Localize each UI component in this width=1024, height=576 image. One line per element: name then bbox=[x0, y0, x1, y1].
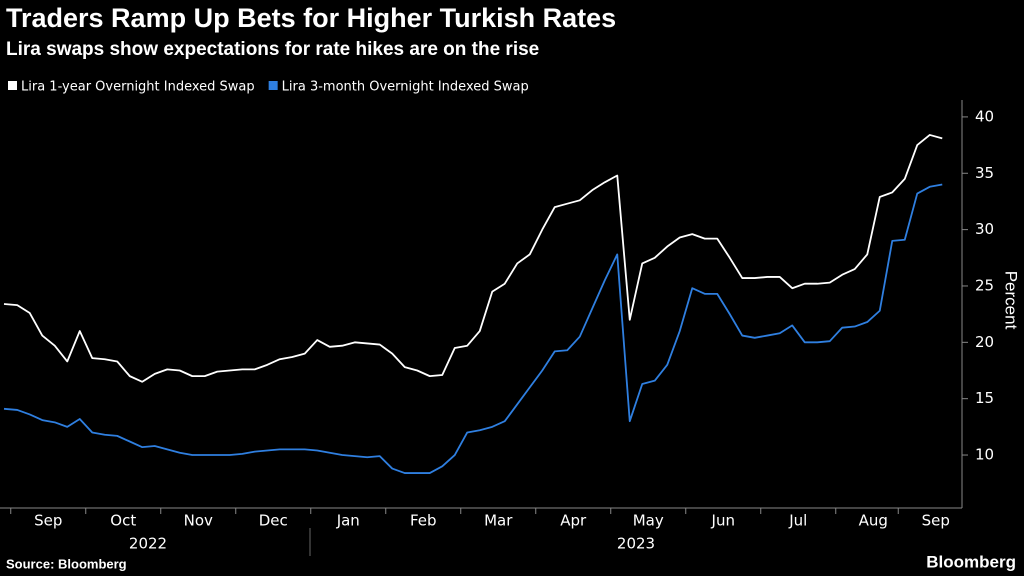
x-tick-label: Jul bbox=[788, 512, 807, 530]
legend-swatch bbox=[8, 81, 17, 90]
x-tick-label: Dec bbox=[259, 512, 288, 530]
chart-subtitle: Lira swaps show expectations for rate hi… bbox=[6, 39, 539, 60]
legend-label: Lira 3-month Overnight Indexed Swap bbox=[282, 80, 529, 95]
x-tick-label: Sep bbox=[922, 512, 950, 530]
series-line bbox=[3, 183, 943, 474]
brand: Bloomberg bbox=[926, 552, 1016, 571]
x-tick-label: Sep bbox=[34, 512, 62, 530]
y-tick-label: 15 bbox=[975, 389, 994, 407]
y-tick-label: 20 bbox=[975, 333, 994, 351]
y-tick-label: 30 bbox=[975, 220, 994, 238]
x-tick-label: Jun bbox=[711, 512, 735, 530]
x-tick-label: Oct bbox=[110, 512, 136, 530]
series-line bbox=[3, 134, 943, 383]
x-tick-label: May bbox=[633, 512, 664, 530]
x-tick-label: Aug bbox=[859, 512, 888, 530]
year-label: 2022 bbox=[129, 535, 167, 553]
y-tick-label: 35 bbox=[975, 164, 994, 182]
x-tick-label: Apr bbox=[560, 512, 587, 530]
y-tick-label: 40 bbox=[975, 107, 994, 125]
y-tick-label: 10 bbox=[975, 446, 994, 464]
legend-label: Lira 1-year Overnight Indexed Swap bbox=[21, 80, 255, 95]
y-tick-label: 25 bbox=[975, 276, 994, 294]
source: Source: Bloomberg bbox=[6, 556, 127, 571]
x-tick-label: Nov bbox=[184, 512, 213, 530]
year-label: 2023 bbox=[617, 535, 655, 553]
x-tick-label: Jan bbox=[336, 512, 360, 530]
y-axis-title: Percent bbox=[1002, 271, 1021, 330]
x-tick-label: Mar bbox=[484, 512, 513, 530]
x-tick-label: Feb bbox=[410, 512, 437, 530]
chart-title: Traders Ramp Up Bets for Higher Turkish … bbox=[6, 3, 616, 33]
legend: Lira 1-year Overnight Indexed Swap Lira 3… bbox=[8, 80, 529, 95]
legend-swatch bbox=[268, 81, 278, 90]
